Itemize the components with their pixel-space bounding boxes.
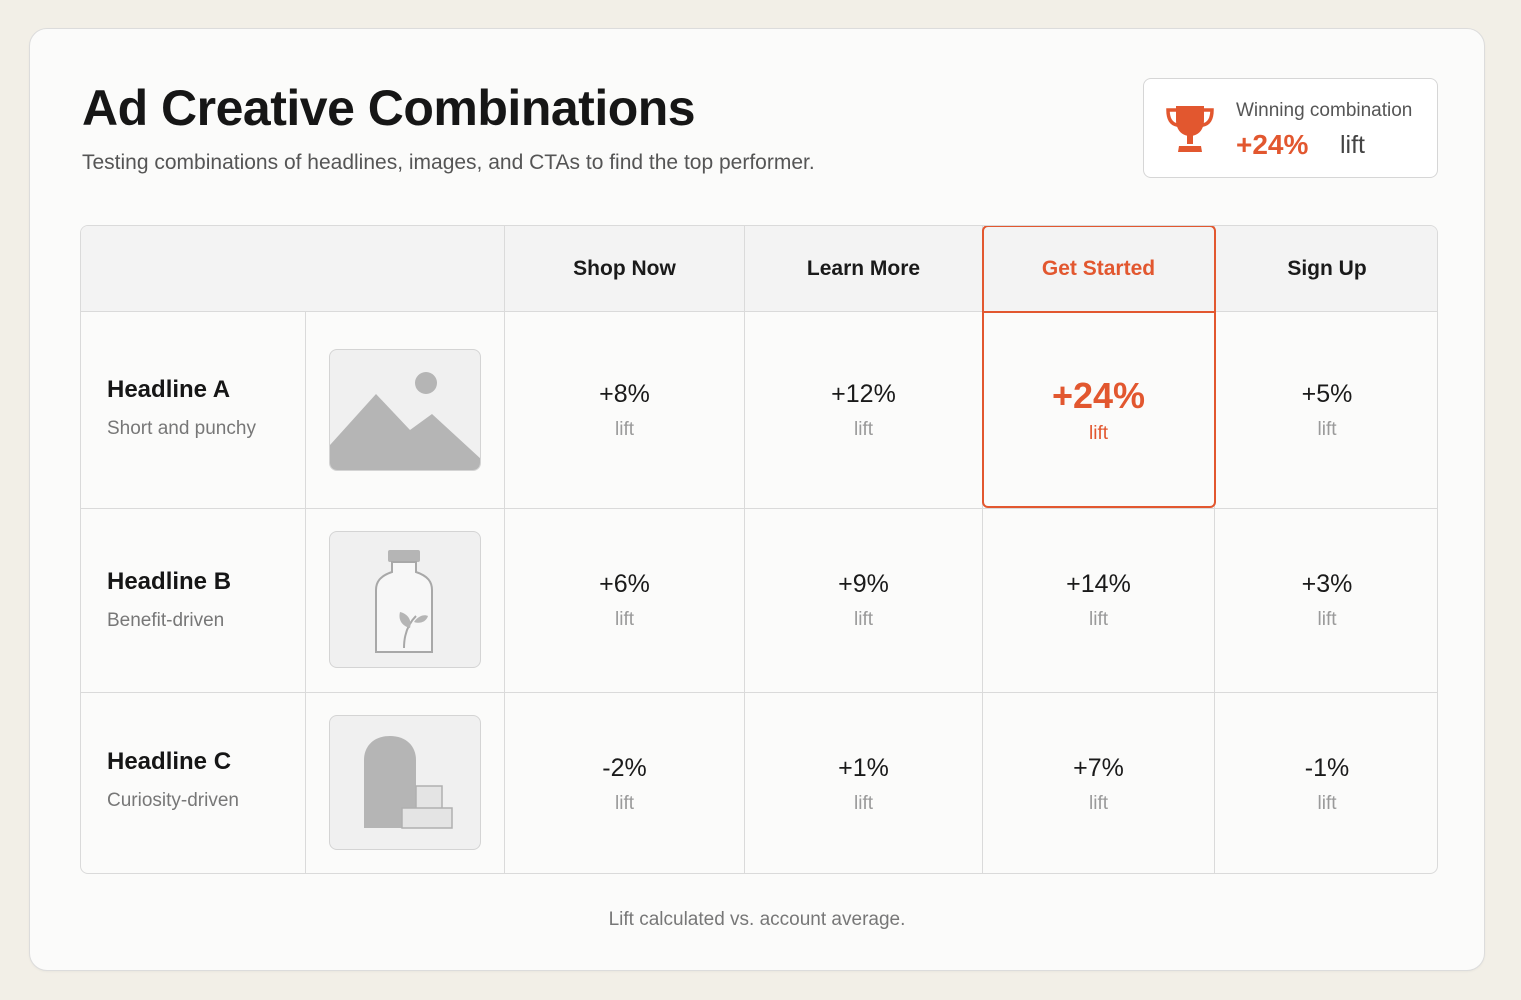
lift-value: +12% — [831, 379, 896, 408]
cell-c-shop-now[interactable]: -2% lift — [505, 693, 744, 873]
combination-matrix: Shop Now Learn More Get Started Sign Up … — [80, 225, 1438, 874]
cell-a-shop-now[interactable]: +8% lift — [505, 312, 744, 508]
column-header-sign-up[interactable]: Sign Up — [1287, 257, 1367, 280]
lift-value: +5% — [1301, 379, 1353, 408]
lift-value: +7% — [1073, 753, 1124, 782]
page-title: Ad Creative Combinations — [82, 80, 696, 136]
lift-value: +24% — [1051, 375, 1146, 416]
lift-unit: lift — [1089, 792, 1108, 814]
lift-value: +8% — [599, 379, 650, 408]
lift-unit: lift — [854, 792, 873, 814]
row-label-headline-b: Headline B Benefit-driven — [107, 568, 231, 632]
lift-unit: lift — [615, 609, 634, 630]
lift-value: +9% — [838, 570, 889, 598]
cell-b-shop-now[interactable]: +6% lift — [505, 509, 744, 692]
headline-name: Headline A — [107, 376, 231, 403]
winning-label: Winning combination — [1236, 100, 1413, 121]
column-header-shop-now[interactable]: Shop Now — [573, 257, 676, 280]
cell-b-learn-more[interactable]: +9% lift — [745, 509, 982, 692]
landscape-image-icon — [329, 349, 481, 471]
footnote: Lift calculated vs. account average. — [608, 909, 906, 930]
page-subtitle: Testing combinations of headlines, image… — [82, 151, 815, 174]
lift-unit: lift — [615, 418, 634, 440]
cell-b-get-started[interactable]: +14% lift — [983, 509, 1214, 692]
cell-a-learn-more[interactable]: +12% lift — [745, 312, 982, 508]
headline-description: Benefit-driven — [107, 610, 225, 631]
lift-unit: lift — [615, 792, 634, 814]
headline-name: Headline B — [107, 568, 232, 595]
bottle-image-icon — [329, 531, 481, 668]
column-header-get-started[interactable]: Get Started — [1041, 257, 1156, 280]
lift-value: +1% — [838, 753, 889, 782]
matrix-header-row — [81, 226, 1437, 312]
cell-b-sign-up[interactable]: +3% lift — [1215, 509, 1437, 692]
headline-description: Short and punchy — [107, 418, 256, 439]
lift-unit: lift — [1089, 609, 1108, 630]
lift-unit: lift — [854, 418, 873, 440]
lift-value: +6% — [599, 570, 650, 598]
results-card: Ad Creative Combinations Testing combina… — [29, 28, 1485, 971]
lift-unit: lift — [1317, 792, 1337, 814]
winning-value: +24% — [1236, 129, 1309, 160]
lift-value: -2% — [602, 753, 647, 782]
winning-unit: lift — [1340, 131, 1365, 159]
lift-value: +3% — [1301, 570, 1353, 598]
arch-image-icon — [329, 715, 481, 850]
lift-unit: lift — [854, 609, 873, 630]
lift-unit: lift — [1317, 609, 1337, 630]
headline-description: Curiosity-driven — [107, 790, 239, 811]
lift-unit: lift — [1317, 418, 1337, 440]
cell-a-get-started-winner[interactable]: +24% lift — [983, 312, 1214, 508]
row-label-headline-a: Headline A Short and punchy — [107, 376, 256, 440]
column-header-learn-more[interactable]: Learn More — [806, 257, 921, 280]
headline-name: Headline C — [107, 748, 232, 775]
cell-c-sign-up[interactable]: -1% lift — [1215, 693, 1437, 873]
cell-a-sign-up[interactable]: +5% lift — [1215, 312, 1437, 508]
row-label-headline-c: Headline C Curiosity-driven — [107, 748, 239, 812]
lift-value: +14% — [1066, 570, 1131, 598]
lift-value: -1% — [1304, 753, 1350, 782]
cell-c-learn-more[interactable]: +1% lift — [745, 693, 982, 873]
winning-combination-badge: Winning combination +24% lift — [1143, 78, 1438, 178]
cell-c-get-started[interactable]: +7% lift — [983, 693, 1214, 873]
lift-unit: lift — [1089, 423, 1108, 444]
trophy-icon — [1164, 102, 1216, 156]
